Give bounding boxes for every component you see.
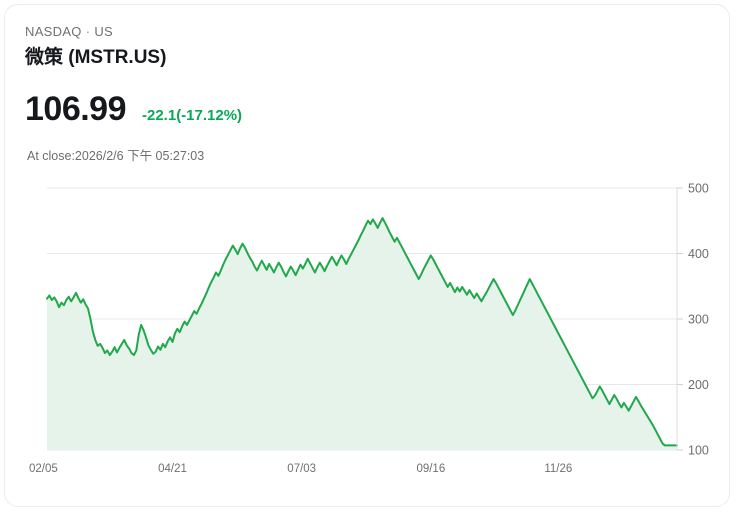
price-value: 106.99 — [25, 90, 127, 128]
x-axis-label: 04/21 — [158, 463, 187, 475]
y-axis-label: 200 — [688, 378, 709, 392]
x-axis-label: 07/03 — [287, 463, 316, 475]
x-axis-label: 11/26 — [544, 463, 572, 475]
x-axis-label: 02/05 — [29, 463, 58, 475]
price-change: -22.1(-17.12%) — [142, 107, 243, 124]
y-axis-label: 400 — [688, 247, 709, 261]
x-axis-labels: 02/05 04/21 07/03 09/16 11/26 — [29, 463, 572, 475]
quote-header: NASDAQ · US 微策 (MSTR.US) — [25, 23, 709, 71]
price-chart-svg[interactable]: 500 400 300 200 100 02/05 04/21 07/03 09/16 11/2… — [5, 170, 730, 490]
price-line-path — [46, 217, 678, 447]
y-axis-labels: 500 400 300 200 100 — [688, 182, 709, 458]
region-label: US — [94, 24, 114, 39]
y-axis-label: 300 — [688, 313, 709, 327]
exchange-separator: · — [85, 24, 91, 39]
price-row: 106.99 -22.1(-17.12%) — [25, 89, 242, 129]
exchange-line: NASDAQ · US — [25, 23, 709, 41]
y-axis-label: 500 — [688, 182, 709, 196]
chart-area-fill — [47, 218, 677, 450]
area-fill-path — [47, 218, 677, 450]
page-title: 微策 (MSTR.US) — [25, 47, 167, 68]
y-axis-label: 100 — [688, 444, 709, 458]
stock-quote-card: NASDAQ · US 微策 (MSTR.US) 106.99 -22.1(-17.… — [4, 4, 730, 507]
chart-line-series — [46, 217, 678, 447]
exchange-name: NASDAQ — [25, 24, 82, 39]
price-chart[interactable]: 500 400 300 200 100 02/05 04/21 07/03 09/16 11/2… — [5, 170, 730, 490]
x-axis-label: 09/16 — [416, 463, 445, 475]
close-time-label: At close:2026/2/6 下午 05:27:03 — [27, 149, 205, 163]
